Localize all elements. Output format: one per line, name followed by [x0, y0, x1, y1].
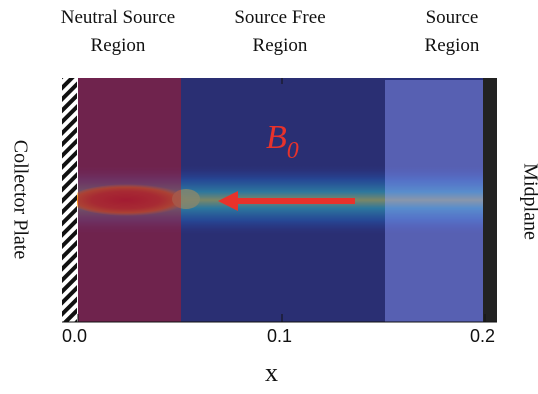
- region-label-source-line2: Region: [424, 35, 480, 56]
- collector-plate-hatch: [62, 78, 77, 322]
- region-label-source-free-line2: Region: [252, 35, 308, 56]
- region-label-neutral-source: Neutral Source Region: [28, 4, 208, 60]
- region-label-source-free-line1: Source Free: [234, 7, 326, 28]
- x-tick-label-1: 0.1: [267, 326, 293, 346]
- region-label-neutral-source-line1: Neutral Source: [60, 7, 176, 28]
- region-label-neutral-source-line2: Region: [90, 35, 146, 56]
- x-tick-label-0: 0.0: [62, 326, 88, 346]
- midplane-label: Midplane: [519, 163, 538, 240]
- neutral-source-region: [78, 78, 181, 322]
- midplane-wall: [483, 78, 497, 322]
- collector-plate-label: Collector Plate: [9, 139, 32, 260]
- field-label: B0: [266, 119, 299, 164]
- x-axis-label: x: [265, 358, 278, 387]
- field-arrow-head: [218, 191, 238, 211]
- region-label-source-line1: Source: [425, 7, 479, 28]
- x-tick-label-2: 0.2: [470, 326, 496, 346]
- source-region: [385, 80, 483, 322]
- region-label-source-free: Source Free Region: [190, 4, 370, 60]
- region-label-source: Source Region: [362, 4, 538, 60]
